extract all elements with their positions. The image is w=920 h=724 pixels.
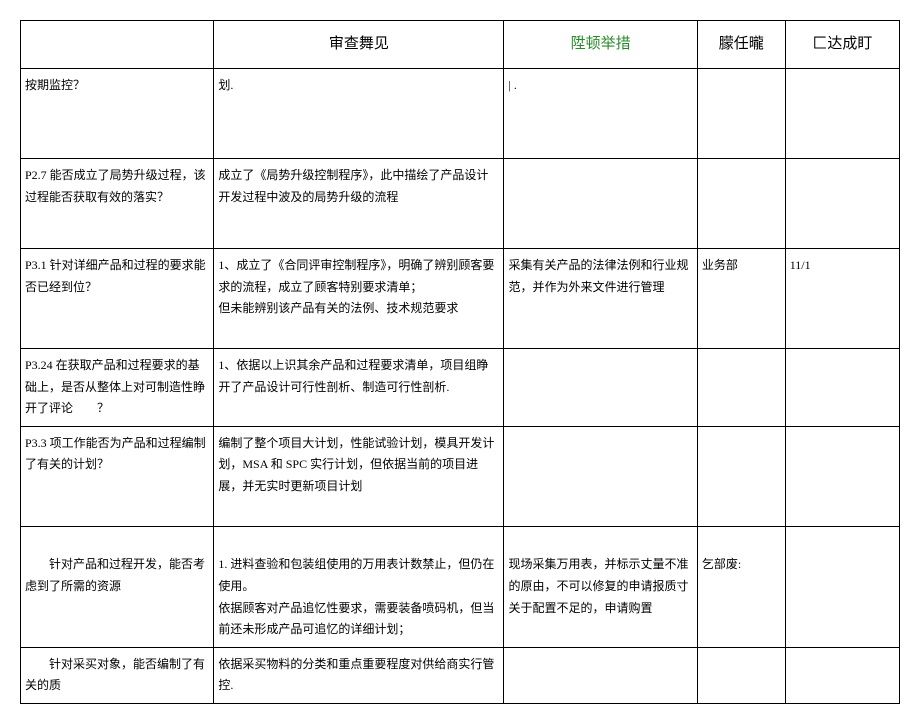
table-body: 按期监控？ 划. | . P2.7 能否成立了局势升级过程，该过程能否获取有效的… xyxy=(21,69,900,704)
cell-question: P3.1 针对详细产品和过程的要求能否已经到位？ xyxy=(21,249,214,349)
cell-date: 11/1 xyxy=(785,249,899,349)
cell-answer: 成立了《局势升级控制程序》，此中描绘了产品设计开发过程中波及的局势升级的流程 xyxy=(214,159,504,249)
cell-resp xyxy=(697,349,785,427)
header-blank xyxy=(21,21,214,69)
table-row: P2.7 能否成立了局势升级过程，该过程能否获取有效的落实？ 成立了《局势升级控… xyxy=(21,159,900,249)
header-row: 审查舞见 陞顿举措 朦任曨 匚达成盯 xyxy=(21,21,900,69)
cell-date xyxy=(785,349,899,427)
cell-date xyxy=(785,647,899,703)
cell-measure xyxy=(504,647,697,703)
cell-measure xyxy=(504,159,697,249)
cell-answer: 划. xyxy=(214,69,504,159)
cell-resp: 乞部废: xyxy=(697,526,785,647)
header-measure: 陞顿举措 xyxy=(504,21,697,69)
cell-answer: 依据采买物料的分类和重点重要程度对供给商实行管控. xyxy=(214,647,504,703)
cell-resp xyxy=(697,426,785,526)
cell-measure: | . xyxy=(504,69,697,159)
cell-date xyxy=(785,69,899,159)
cell-date xyxy=(785,159,899,249)
table-row: P3.24 在获取产品和过程要求的基础上，是否从整体上对可制造性睁开了评论 ？ … xyxy=(21,349,900,427)
header-resp: 朦任曨 xyxy=(697,21,785,69)
table-row: 针对产品和过程开发，能否考虑到了所需的资源 1. 进料查验和包装组使用的万用表计… xyxy=(21,526,900,647)
cell-measure xyxy=(504,426,697,526)
audit-table: 审查舞见 陞顿举措 朦任曨 匚达成盯 按期监控？ 划. | . P2.7 能否成… xyxy=(20,20,900,704)
cell-answer: 1、依据以上识其余产品和过程要求清单，项目组睁开了产品设计可行性剖析、制造可行性… xyxy=(214,349,504,427)
cell-question: 针对采买对象，能否编制了有关的质 xyxy=(21,647,214,703)
cell-measure: 采集有关产品的法律法例和行业规范，并作为外来文件进行管理 xyxy=(504,249,697,349)
cell-date xyxy=(785,426,899,526)
table-row: 针对采买对象，能否编制了有关的质 依据采买物料的分类和重点重要程度对供给商实行管… xyxy=(21,647,900,703)
cell-resp xyxy=(697,647,785,703)
cell-resp xyxy=(697,69,785,159)
table-row: P3.3 项工作能否为产品和过程编制了有关的计划？ 编制了整个项目大计划，性能试… xyxy=(21,426,900,526)
cell-answer: 编制了整个项目大计划，性能试验计划，模具开发计划，MSA 和 SPC 实行计划，… xyxy=(214,426,504,526)
header-date: 匚达成盯 xyxy=(785,21,899,69)
cell-answer: 1、成立了《合同评审控制程序》，明确了辨别顾客要求的流程，成立了顾客特别要求清单… xyxy=(214,249,504,349)
cell-question: P3.24 在获取产品和过程要求的基础上，是否从整体上对可制造性睁开了评论 ？ xyxy=(21,349,214,427)
cell-resp xyxy=(697,159,785,249)
cell-resp: 业务部 xyxy=(697,249,785,349)
cell-question: 针对产品和过程开发，能否考虑到了所需的资源 xyxy=(21,526,214,647)
cell-measure: 现场采集万用表，并标示丈量不准的原由，不可以修复的申请报质寸关于配置不足的，申请… xyxy=(504,526,697,647)
table-row: 按期监控？ 划. | . xyxy=(21,69,900,159)
cell-question: P3.3 项工作能否为产品和过程编制了有关的计划？ xyxy=(21,426,214,526)
header-review: 审查舞见 xyxy=(214,21,504,69)
cell-date xyxy=(785,526,899,647)
cell-answer: 1. 进料查验和包装组使用的万用表计数禁止，但仍在使用。依据顾客对产品追忆性要求… xyxy=(214,526,504,647)
table-row: P3.1 针对详细产品和过程的要求能否已经到位？ 1、成立了《合同评审控制程序》… xyxy=(21,249,900,349)
cell-question: 按期监控？ xyxy=(21,69,214,159)
cell-measure xyxy=(504,349,697,427)
cell-question: P2.7 能否成立了局势升级过程，该过程能否获取有效的落实？ xyxy=(21,159,214,249)
